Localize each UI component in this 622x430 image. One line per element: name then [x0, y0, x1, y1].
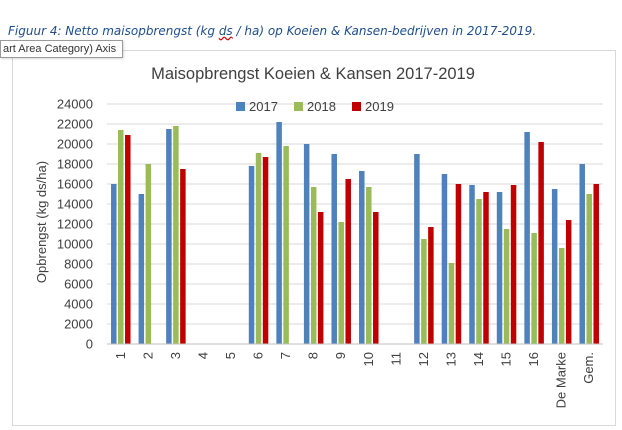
- x-tick-label: 9: [333, 352, 348, 359]
- legend-swatch: [352, 102, 361, 111]
- bars: [111, 122, 599, 344]
- bar-2019: [483, 192, 489, 344]
- bar-2018: [310, 187, 317, 344]
- bar-2017: [276, 122, 282, 344]
- x-tick-label: 1: [113, 352, 128, 359]
- gridlines: [107, 103, 603, 345]
- bar-2018: [173, 126, 179, 344]
- bar-2017: [248, 166, 255, 344]
- bar-2018: [558, 248, 565, 344]
- y-tick-label: 16000: [57, 177, 93, 192]
- y-tick-label: 0: [86, 337, 93, 352]
- bar-2017: [579, 164, 585, 344]
- bar-2018: [283, 146, 289, 344]
- bar-2017: [166, 129, 172, 344]
- y-tick-label: 22000: [57, 117, 93, 132]
- bar-2017: [331, 154, 337, 344]
- bar-2019: [125, 135, 131, 344]
- y-tick-label: 6000: [64, 277, 93, 292]
- y-axis-ticks: 0 2000 4000 6000 8000 10000 12000 14000 16000 180…: [57, 97, 93, 352]
- legend-label: 2017: [249, 99, 278, 114]
- bar-2017: [441, 174, 448, 344]
- x-tick-label: 11: [388, 352, 403, 366]
- x-axis-ticks: 1 2 3 4 5 6 7 8 9 10 11 12 13 14 15 16 De Marke Gem.: [107, 343, 603, 408]
- bar-2017: [111, 184, 117, 344]
- y-tick-label: 4000: [64, 297, 93, 312]
- bar-2019: [455, 184, 462, 344]
- x-tick-label: 13: [443, 352, 458, 366]
- bar-2017: [524, 132, 530, 344]
- bar-2018: [118, 130, 124, 344]
- y-tick-label: 8000: [64, 257, 93, 272]
- bar-2018: [145, 164, 152, 344]
- y-tick-label: 10000: [57, 237, 93, 252]
- x-tick-label: 15: [499, 352, 514, 366]
- x-tick-label: 5: [223, 352, 238, 359]
- chart-element-tooltip: art Area Category) Axis: [0, 40, 124, 58]
- x-tick-label: 6: [251, 352, 266, 359]
- bar-2019: [345, 179, 351, 344]
- bar-2017: [496, 192, 503, 344]
- x-tick-label: 16: [526, 352, 541, 366]
- bar-2017: [138, 194, 145, 344]
- bar-2017: [551, 189, 558, 344]
- x-tick-label: 8: [306, 352, 321, 359]
- x-tick-label: 3: [168, 352, 183, 359]
- bar-2018: [476, 199, 482, 344]
- x-tick-label: 7: [278, 352, 293, 359]
- bar-2019: [510, 185, 517, 344]
- y-axis-label: Opbrengst (kg ds/ha): [34, 161, 49, 283]
- x-tick-label: 2: [140, 352, 155, 359]
- legend-swatch: [236, 102, 245, 111]
- caption-prefix: Figuur 4: Netto maisopbrengst (kg: [8, 24, 219, 38]
- bar-2019: [538, 142, 544, 344]
- y-tick-label: 18000: [57, 157, 93, 172]
- legend-label: 2018: [307, 99, 336, 114]
- legend-label: 2019: [365, 99, 394, 114]
- bar-2017: [303, 144, 310, 344]
- bar-2018: [366, 187, 372, 344]
- bar-2019: [565, 220, 572, 344]
- y-tick-label: 24000: [57, 97, 93, 112]
- y-tick-label: 14000: [57, 197, 93, 212]
- y-tick-label: 20000: [57, 137, 93, 152]
- caption-suffix: / ha) op Koeien & Kansen-bedrijven in 20…: [232, 24, 537, 38]
- x-tick-label: 14: [471, 352, 486, 366]
- y-tick-label: 12000: [57, 217, 93, 232]
- bar-2018: [421, 239, 427, 344]
- x-tick-label: 10: [361, 352, 376, 366]
- bar-2017: [414, 154, 420, 344]
- bar-2018: [586, 194, 592, 344]
- legend: 2017 2018 2019: [236, 99, 394, 114]
- x-tick-label: Gem.: [581, 352, 596, 384]
- bar-2017: [469, 185, 475, 344]
- x-tick-label: 12: [416, 352, 431, 366]
- bar-2017: [359, 171, 365, 344]
- bar-2018: [338, 222, 344, 344]
- caption-spellcheck-word: ds: [218, 24, 233, 38]
- bar-2019: [593, 184, 599, 344]
- bar-2019: [180, 169, 186, 344]
- bar-2018: [503, 229, 510, 344]
- bar-2019: [317, 212, 324, 344]
- y-tick-label: 2000: [64, 317, 93, 332]
- bar-2018: [531, 233, 537, 344]
- bar-2018: [448, 263, 455, 344]
- legend-swatch: [294, 102, 303, 111]
- bar-2018: [255, 153, 262, 344]
- x-tick-label: 4: [195, 352, 210, 359]
- bar-2019: [428, 227, 434, 344]
- bar-2019: [262, 157, 269, 344]
- figure-caption: Figuur 4: Netto maisopbrengst (kg ds / h…: [8, 24, 536, 38]
- bar-2019: [373, 212, 379, 344]
- chart-title: Maisopbrengst Koeien & Kansen 2017-2019: [151, 65, 475, 83]
- x-tick-label: De Marke: [554, 352, 569, 408]
